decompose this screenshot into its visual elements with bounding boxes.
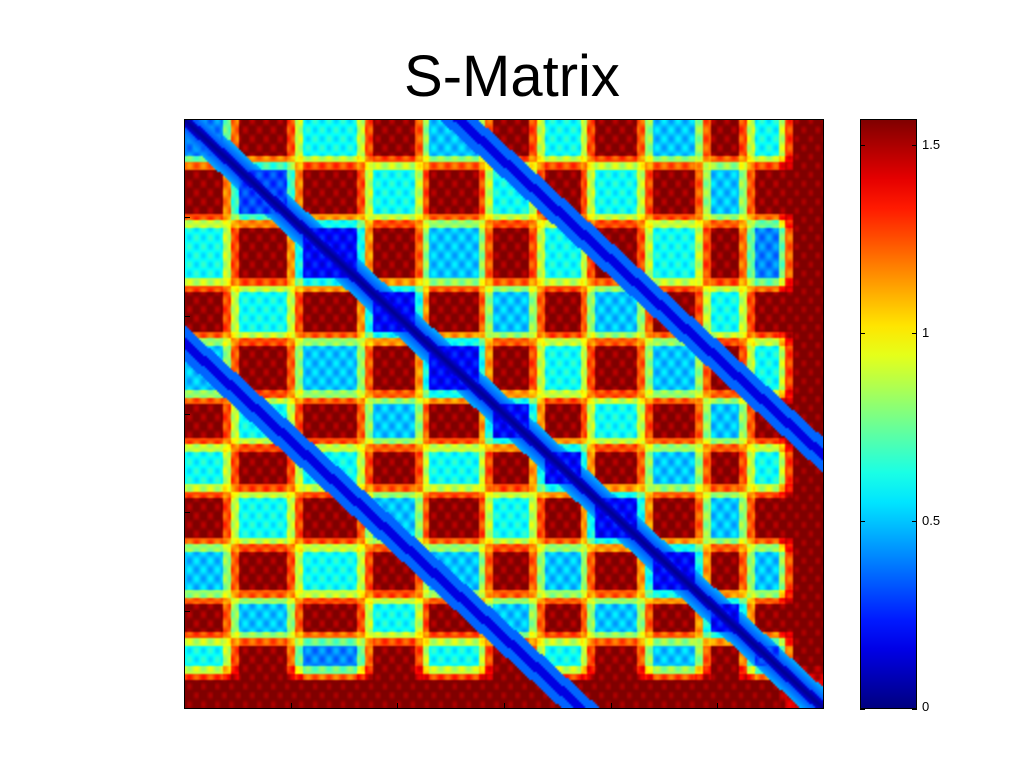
- y-tick-mark: [185, 315, 190, 317]
- colorbar-tick-label: 0: [922, 699, 930, 714]
- colorbar-tick-mark: [912, 333, 917, 335]
- colorbar-gradient: [861, 120, 916, 708]
- colorbar-tick-label: 1.5: [922, 137, 941, 153]
- x-tick-mark: [397, 703, 399, 708]
- y-tick-mark: [185, 217, 190, 219]
- y-tick-mark: [185, 610, 190, 612]
- colorbar-tick-label: 1: [922, 325, 930, 341]
- chart-title: S-Matrix: [404, 44, 620, 109]
- colorbar-tick-mark: [912, 709, 917, 710]
- colorbar: [860, 119, 917, 709]
- x-tick-mark: [290, 703, 292, 708]
- colorbar-tick-mark: [912, 145, 917, 147]
- colorbar-tick-label: 0.5: [922, 513, 941, 529]
- colorbar-tick-mark: [860, 333, 865, 335]
- x-tick-mark: [610, 703, 612, 708]
- colorbar-tick-mark: [860, 145, 865, 147]
- y-tick-mark: [185, 512, 190, 514]
- colorbar-tick-mark: [912, 521, 917, 523]
- colorbar-tick-mark: [860, 521, 865, 523]
- x-tick-mark: [717, 703, 719, 708]
- colorbar-tick-mark: [860, 709, 865, 710]
- y-tick-mark: [185, 414, 190, 415]
- x-tick-mark: [504, 703, 505, 708]
- heatmap: [184, 119, 824, 709]
- heatmap-canvas: [185, 120, 823, 708]
